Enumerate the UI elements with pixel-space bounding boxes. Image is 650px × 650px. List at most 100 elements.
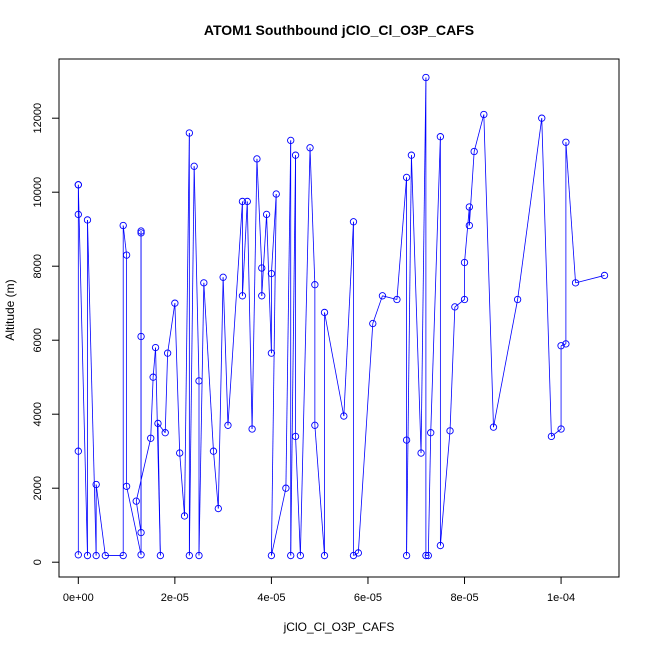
data-point [460, 258, 469, 267]
y-axis: 0 2000 4000 6000 8000 10000 12000 [32, 103, 60, 565]
series-segment [464, 206, 470, 263]
data-point [74, 210, 82, 219]
y-tick-label: 10000 [32, 177, 44, 208]
series-segment [449, 306, 456, 431]
series-segment [184, 132, 190, 516]
y-tick-label: 6000 [32, 328, 44, 352]
series-segment [493, 299, 519, 428]
data-point [74, 181, 82, 189]
series-segment [517, 118, 543, 300]
data-point [119, 221, 127, 230]
data-point [122, 482, 131, 490]
data-point [311, 281, 319, 289]
series-segment [266, 214, 272, 354]
data-point [238, 197, 247, 206]
data-point [571, 279, 580, 287]
series-segment [353, 552, 359, 556]
series-segment [271, 488, 287, 556]
data-point [195, 551, 203, 560]
series-segment [324, 312, 345, 417]
data-point [163, 349, 172, 357]
data-point [137, 332, 145, 341]
data-point [180, 512, 189, 520]
series-segment [179, 453, 185, 516]
data-point [427, 429, 435, 437]
data-point [320, 308, 329, 317]
data-point [214, 504, 222, 513]
series-segment [314, 425, 325, 556]
data-point [470, 147, 478, 156]
data-point [354, 549, 362, 557]
data-point [267, 269, 276, 278]
data-point [422, 73, 430, 82]
data-point [224, 421, 232, 429]
x-tick-label: 1e-04 [547, 592, 575, 604]
y-axis-label: Altitude (m) [3, 279, 17, 340]
series-segment [372, 295, 383, 324]
plot-frame [58, 58, 620, 578]
series-segment [290, 155, 296, 556]
data-point [248, 425, 256, 433]
data-point [190, 162, 198, 170]
data-point [547, 432, 556, 441]
data-point [185, 129, 193, 137]
data-point [562, 340, 570, 348]
data-point [209, 447, 218, 455]
y-tick-label: 4000 [32, 402, 44, 426]
data-point [185, 551, 193, 560]
data-point [137, 528, 145, 537]
series-segment [256, 158, 263, 269]
data-point [513, 295, 522, 304]
data-point [407, 151, 416, 159]
data-point [137, 229, 145, 237]
data-point [600, 271, 609, 280]
series-segment [261, 214, 267, 296]
series-segment [242, 201, 248, 296]
series-segment [87, 219, 97, 556]
data-point [195, 377, 203, 385]
data-point [451, 303, 459, 311]
series-segment [135, 438, 152, 502]
data-point [262, 210, 271, 219]
data-point [156, 551, 165, 560]
series-segment [439, 430, 451, 546]
series-segment [560, 343, 567, 347]
data-point [436, 541, 445, 550]
data-point [422, 551, 430, 560]
series-segment [198, 282, 205, 556]
data-point [200, 279, 208, 287]
data-point [436, 133, 445, 141]
y-tick-label: 8000 [32, 254, 44, 278]
series-lines [77, 77, 605, 556]
data-point [291, 151, 300, 159]
data-point [311, 421, 319, 429]
series-segment [468, 151, 475, 226]
data-point [465, 221, 473, 230]
data-point [562, 138, 570, 146]
data-point [538, 114, 546, 122]
series-segment [271, 194, 277, 274]
series-segment [295, 436, 301, 556]
data-point [92, 480, 100, 489]
series-segment [222, 277, 229, 426]
data-point [282, 484, 290, 492]
x-tick-label: 6e-05 [354, 592, 382, 604]
series-segment [188, 166, 195, 556]
data-point [424, 551, 432, 560]
series-segment [126, 486, 142, 555]
data-point [137, 551, 145, 559]
data-point [378, 292, 387, 300]
data-point [119, 551, 127, 560]
x-tick-label: 2e-05 [161, 592, 189, 604]
data-point [238, 292, 247, 300]
data-point [83, 216, 92, 224]
data-point [137, 227, 145, 235]
series-segment [382, 295, 398, 300]
data-point [557, 425, 565, 433]
x-tick-label: 4e-05 [257, 592, 285, 604]
data-point [402, 551, 411, 560]
series-segment [164, 353, 169, 433]
series-segment [396, 177, 407, 300]
series-segment [299, 147, 311, 556]
